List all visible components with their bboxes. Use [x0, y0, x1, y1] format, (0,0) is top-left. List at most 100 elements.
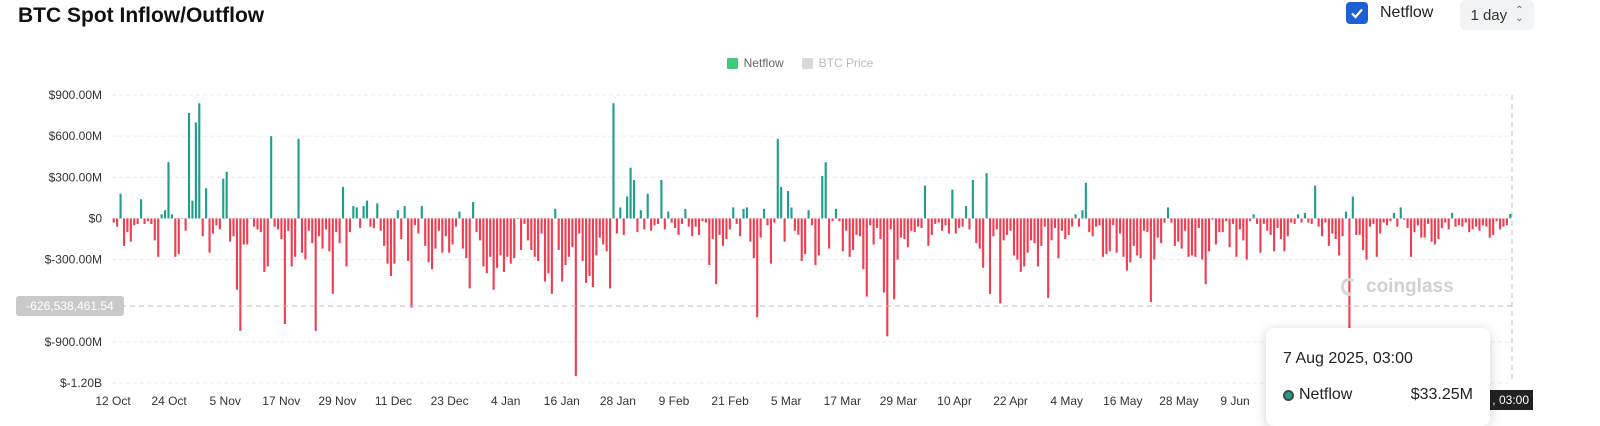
netflow-bar[interactable] — [1122, 218, 1125, 257]
netflow-bar[interactable] — [704, 218, 707, 223]
netflow-bar[interactable] — [1331, 218, 1334, 234]
netflow-bar[interactable] — [1300, 218, 1303, 223]
netflow-bar[interactable] — [1259, 218, 1262, 253]
netflow-bar[interactable] — [1221, 218, 1224, 233]
netflow-bar[interactable] — [653, 218, 656, 226]
netflow-bar[interactable] — [1314, 185, 1317, 219]
netflow-bar[interactable] — [1081, 210, 1084, 219]
netflow-bar[interactable] — [324, 218, 327, 230]
netflow-bar[interactable] — [591, 218, 594, 287]
netflow-checkbox[interactable] — [1346, 2, 1368, 24]
netflow-bar[interactable] — [355, 207, 358, 219]
netflow-bar[interactable] — [961, 218, 964, 227]
netflow-bar[interactable] — [1273, 218, 1276, 252]
netflow-bar[interactable] — [1077, 218, 1081, 227]
netflow-bar[interactable] — [249, 218, 252, 219]
netflow-bar[interactable] — [1136, 218, 1139, 256]
netflow-bar[interactable] — [1012, 218, 1016, 256]
netflow-bar[interactable] — [1481, 218, 1484, 226]
netflow-bar[interactable] — [656, 218, 660, 224]
netflow-bar[interactable] — [393, 218, 396, 264]
netflow-bar[interactable] — [578, 218, 581, 234]
netflow-bar[interactable] — [222, 178, 225, 219]
netflow-bar[interactable] — [1023, 218, 1026, 267]
netflow-bar[interactable] — [1406, 218, 1409, 229]
netflow-bar[interactable] — [1026, 218, 1029, 253]
netflow-bar[interactable] — [509, 218, 512, 264]
netflow-bar[interactable] — [410, 218, 413, 308]
netflow-bar[interactable] — [1413, 218, 1416, 233]
netflow-bar[interactable] — [1006, 218, 1009, 235]
netflow-bar[interactable] — [1403, 218, 1406, 220]
netflow-bar[interactable] — [502, 218, 505, 272]
netflow-bar[interactable] — [701, 218, 704, 222]
netflow-bar[interactable] — [1156, 218, 1159, 238]
netflow-bar[interactable] — [537, 218, 540, 261]
netflow-bar[interactable] — [1115, 218, 1118, 253]
netflow-bar[interactable] — [728, 218, 731, 230]
netflow-bar[interactable] — [472, 201, 475, 219]
netflow-bar[interactable] — [1190, 218, 1194, 256]
netflow-bar[interactable] — [1293, 218, 1296, 224]
netflow-bar[interactable] — [311, 218, 314, 244]
netflow-bar[interactable] — [1091, 218, 1094, 237]
netflow-bar[interactable] — [1324, 218, 1327, 223]
netflow-bar[interactable] — [934, 218, 937, 224]
netflow-bar[interactable] — [1064, 218, 1067, 239]
netflow-bar[interactable] — [1119, 218, 1122, 234]
netflow-bar[interactable] — [889, 218, 892, 230]
netflow-bar[interactable] — [246, 218, 249, 245]
netflow-bar[interactable] — [1160, 218, 1163, 244]
netflow-bar[interactable] — [1437, 218, 1440, 239]
netflow-bar[interactable] — [150, 218, 153, 224]
netflow-bar[interactable] — [1057, 218, 1060, 259]
netflow-bar[interactable] — [1146, 218, 1149, 233]
netflow-bar[interactable] — [1204, 218, 1207, 285]
netflow-bar[interactable] — [1451, 212, 1454, 219]
netflow-bar[interactable] — [629, 167, 632, 219]
netflow-bar[interactable] — [917, 218, 920, 227]
netflow-bar[interactable] — [420, 206, 423, 219]
netflow-bar[interactable] — [1149, 218, 1152, 303]
netflow-bar[interactable] — [133, 218, 136, 226]
netflow-bar[interactable] — [407, 218, 410, 261]
netflow-bar[interactable] — [828, 218, 831, 249]
netflow-bar[interactable] — [1201, 218, 1204, 260]
netflow-bar[interactable] — [543, 218, 547, 282]
netflow-bar[interactable] — [845, 218, 848, 231]
netflow-bar[interactable] — [1142, 218, 1146, 231]
netflow-bar[interactable] — [807, 210, 810, 219]
netflow-bar[interactable] — [985, 173, 988, 219]
netflow-bar[interactable] — [218, 218, 221, 230]
netflow-bar[interactable] — [906, 218, 909, 248]
netflow-bar[interactable] — [338, 218, 341, 244]
netflow-bar[interactable] — [1498, 218, 1502, 230]
netflow-bar[interactable] — [208, 218, 211, 253]
netflow-bar[interactable] — [619, 207, 622, 219]
netflow-bar[interactable] — [1187, 218, 1190, 257]
netflow-bar[interactable] — [1440, 218, 1443, 229]
netflow-bar[interactable] — [1067, 218, 1070, 235]
netflow-bar[interactable] — [1416, 218, 1419, 226]
netflow-bar[interactable] — [677, 218, 680, 235]
netflow-bar[interactable] — [427, 218, 430, 263]
netflow-bar[interactable] — [941, 218, 944, 231]
netflow-bar[interactable] — [1139, 218, 1142, 259]
netflow-bar[interactable] — [1101, 218, 1105, 257]
netflow-bar[interactable] — [239, 218, 242, 331]
netflow-bar[interactable] — [769, 218, 772, 264]
netflow-bar[interactable] — [852, 218, 855, 250]
netflow-toggle[interactable]: Netflow — [1346, 2, 1433, 24]
netflow-bar[interactable] — [1365, 218, 1368, 260]
legend-item-netflow[interactable]: Netflow — [726, 56, 784, 70]
netflow-bar[interactable] — [304, 218, 307, 260]
netflow-bar[interactable] — [475, 218, 478, 233]
netflow-bar[interactable] — [632, 180, 636, 219]
netflow-bar[interactable] — [1320, 218, 1324, 237]
netflow-bar[interactable] — [273, 218, 276, 227]
netflow-bar[interactable] — [759, 218, 762, 238]
netflow-bar[interactable] — [276, 218, 280, 230]
netflow-bar[interactable] — [1430, 218, 1433, 242]
netflow-bar[interactable] — [786, 191, 790, 219]
netflow-bar[interactable] — [369, 218, 372, 227]
